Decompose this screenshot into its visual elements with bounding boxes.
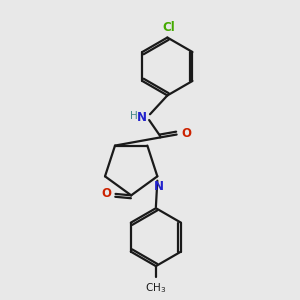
Text: H: H: [130, 111, 137, 121]
Text: O: O: [102, 187, 112, 200]
Text: CH$_3$: CH$_3$: [145, 281, 166, 295]
Text: Cl: Cl: [162, 21, 175, 34]
Text: O: O: [181, 127, 191, 140]
Text: N: N: [154, 180, 164, 193]
Text: N: N: [137, 111, 147, 124]
